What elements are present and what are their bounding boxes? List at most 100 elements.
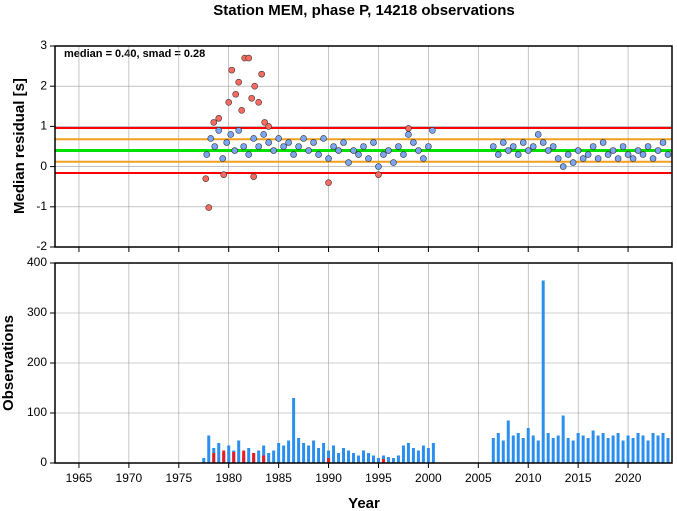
point [320,135,327,142]
point [624,151,632,158]
bar [406,443,410,463]
point [207,135,215,142]
bar [322,443,326,463]
bar [262,455,266,463]
bar [357,455,361,463]
bar [237,440,241,463]
point [644,143,652,150]
bar [596,435,600,463]
y-tick-label: -1 [36,199,47,213]
point [355,151,362,158]
point [375,163,382,170]
y-tick-label: 3 [40,38,47,52]
bar [586,438,590,463]
bar [651,433,655,463]
bar [661,433,665,463]
bar [431,443,435,463]
point [554,155,562,162]
bar [631,438,635,463]
bar [337,453,341,463]
bar [371,455,375,463]
point [375,171,382,178]
bar [282,445,286,463]
point [211,143,219,150]
bar [556,435,560,463]
point [579,155,587,162]
bar [566,438,570,463]
x-tick-label: 2015 [565,471,592,485]
bar [416,450,420,463]
point [245,151,252,158]
point [205,204,213,211]
bar [307,445,311,463]
point [340,139,347,146]
point [659,139,667,146]
point [345,159,352,166]
point [609,147,617,154]
bar [302,443,306,463]
point [499,139,507,146]
point [310,139,317,146]
point [634,147,642,154]
point [559,163,567,170]
bar [287,440,291,463]
bar [541,280,545,463]
point [514,151,522,158]
bar [391,458,395,463]
bar [232,452,236,463]
bar [506,420,510,463]
y-tick-label: 300 [27,305,47,319]
point [240,143,247,150]
point [235,78,243,86]
point [619,143,627,150]
point [574,147,582,154]
bar [626,435,630,463]
point [203,151,211,158]
point [245,54,252,62]
point [390,159,397,166]
point [248,94,255,102]
bar [212,453,216,463]
x-tick-label: 1970 [116,471,143,485]
bar [511,435,515,463]
point [639,151,647,158]
bar [501,440,505,463]
point [395,143,402,150]
point [569,159,577,166]
bar [362,450,365,463]
point [534,131,542,138]
point [529,143,537,150]
point [335,147,342,154]
point [215,115,223,122]
bar [521,438,525,463]
y-tick-label: -2 [36,239,47,253]
point [370,139,377,146]
bar [641,435,645,463]
point [231,147,239,154]
bar [332,445,336,463]
point [380,151,387,158]
x-tick-label: 2005 [465,471,492,485]
bar [551,438,555,463]
point [564,151,572,158]
point [360,143,367,150]
point [290,151,297,158]
x-tick-label: 1965 [66,471,93,485]
point [599,139,607,146]
bar [257,450,261,463]
bar [581,435,585,463]
bar [621,440,625,463]
point [549,143,557,150]
chart-title: Station MEM, phase P, 14218 observations [213,2,515,19]
point [325,179,332,186]
x-tick-label: 1995 [365,471,392,485]
point [235,127,243,134]
point [420,155,427,162]
point [210,119,218,126]
x-tick-label: 1985 [265,471,292,485]
bar [327,450,331,463]
bar [202,458,206,463]
point [265,123,272,130]
point [584,151,592,158]
y-tick-label: 0 [40,455,47,469]
